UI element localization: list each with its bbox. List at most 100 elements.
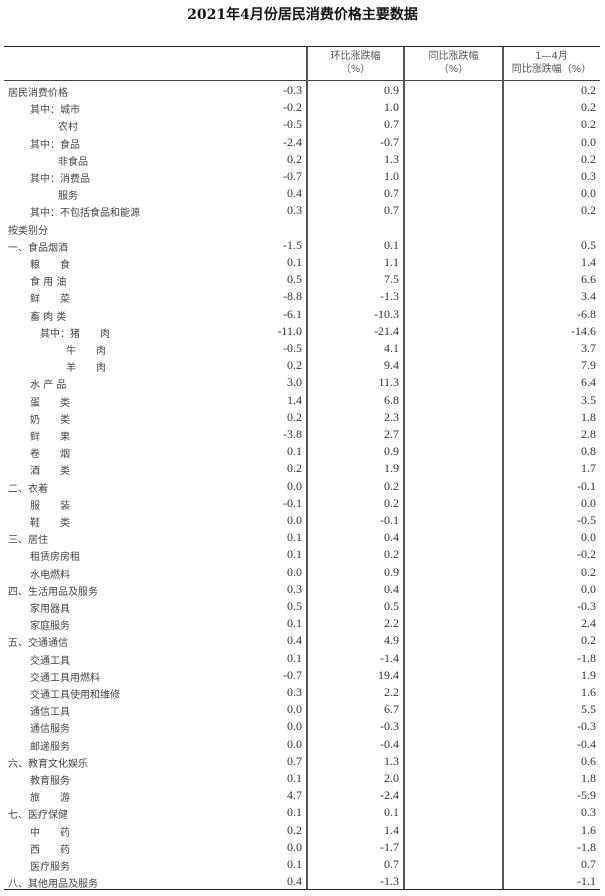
table-row: 教育服务 0.1 2.0 1.8 [4, 770, 600, 787]
value-ytd: 2.8 [581, 427, 596, 441]
row-label: 农村 [58, 122, 78, 134]
row-label: 鲜 果 [30, 432, 70, 443]
table-row: 通信服务 0.0 -0.3 -0.3 [4, 718, 600, 735]
value-yoy: 0.9 [384, 83, 399, 97]
value-mom: -0.5 [283, 341, 302, 355]
row-label: 旅 游 [30, 793, 70, 805]
value-mom: -0.3 [283, 83, 302, 97]
value-yoy: 1.0 [384, 169, 399, 183]
row-label: 交通工具 [30, 655, 70, 667]
value-ytd: 6.4 [581, 375, 596, 390]
value-yoy: 0.9 [384, 564, 399, 579]
value-yoy: -1.7 [380, 839, 399, 854]
value-ytd: 3.7 [581, 341, 596, 355]
row-label: 食 用 油 [30, 277, 67, 289]
value-ytd: -0.5 [577, 513, 596, 527]
value-yoy: 4.1 [384, 341, 399, 355]
value-yoy: 0.7 [384, 186, 399, 201]
table-row: 医疗服务 0.1 0.7 0.7 [4, 856, 600, 873]
value-ytd: -0.1 [577, 478, 596, 493]
value-yoy: 0.7 [384, 857, 399, 871]
value-yoy: 6.7 [384, 702, 399, 717]
value-mom: 4.7 [287, 788, 302, 803]
value-yoy: 0.2 [384, 495, 399, 510]
row-label: 粮 食 [30, 260, 70, 271]
table-row: 畜 肉 类 -6.1 -10.3 -6.8 [4, 306, 600, 323]
table-row: 邮递服务 0.0 -0.4 -0.4 [4, 736, 600, 753]
value-yoy: -2.4 [380, 788, 399, 803]
row-label: 鞋 类 [30, 518, 70, 529]
table-row: 卷 烟 0.1 0.9 0.8 [4, 443, 600, 460]
row-label: 其中：食品 [30, 139, 80, 151]
value-ytd: 0.2 [581, 117, 596, 132]
table-row: 水电燃料 0.0 0.9 0.2 [4, 564, 600, 581]
value-ytd: -1.8 [577, 650, 596, 665]
table-row: 其中：消费品 -0.7 1.0 0.3 [4, 168, 600, 185]
value-ytd: 0.3 [581, 169, 596, 183]
table-row: 六、教育文化娱乐 0.7 1.3 0.6 [4, 753, 600, 770]
row-label: 家用器具 [30, 604, 70, 615]
value-ytd: -0.2 [577, 547, 596, 562]
table-row: 二、衣着 0.0 0.2 -0.1 [4, 478, 600, 495]
table-row: 家用器具 0.5 0.5 -0.3 [4, 598, 600, 615]
value-ytd: -0.4 [577, 736, 596, 751]
table-row: 通信工具 0.0 6.7 5.5 [4, 701, 600, 718]
value-mom: 0.1 [287, 530, 302, 545]
value-yoy: -10.3 [374, 306, 399, 321]
row-label: 蛋 类 [30, 397, 70, 409]
value-ytd: 1.9 [581, 667, 596, 682]
row-label: 按类别分 [8, 225, 48, 237]
table-row: 奶 类 0.2 2.3 1.8 [4, 409, 600, 426]
table-row: 交通工具使用和维修 0.3 2.2 1.6 [4, 684, 600, 701]
value-mom: 0.1 [287, 650, 302, 665]
value-ytd: -0.3 [577, 719, 596, 734]
value-ytd: 0.2 [581, 564, 596, 579]
row-label: 教育服务 [30, 776, 70, 787]
value-yoy: -1.4 [380, 650, 399, 665]
value-yoy: -0.3 [380, 719, 399, 734]
row-label: 家庭服务 [30, 621, 70, 633]
value-mom: 0.2 [287, 461, 302, 476]
value-yoy: 0.1 [384, 805, 399, 820]
row-label: 畜 肉 类 [30, 311, 67, 323]
value-ytd: 1.7 [581, 461, 596, 476]
table-row: 其中：食品 -2.4 -0.7 0.0 [4, 134, 600, 151]
row-label: 七、医疗保健 [8, 810, 68, 822]
table-row: 蛋 类 1.4 6.8 3.5 [4, 392, 600, 409]
value-mom: 0.0 [287, 564, 302, 579]
table-row: 鲜 果 -3.8 2.7 2.8 [4, 426, 600, 443]
table-row: 五、交通通信 0.4 4.9 0.2 [4, 632, 600, 649]
value-mom: -0.5 [283, 117, 302, 132]
row-label: 其中：城市 [30, 105, 80, 117]
table-row: 交通工具 0.1 -1.4 -1.8 [4, 650, 600, 667]
value-ytd: 1.6 [581, 822, 596, 837]
value-mom: -11.0 [277, 323, 302, 338]
row-label: 五、交通通信 [8, 638, 68, 650]
value-mom: 0.2 [287, 151, 302, 166]
value-yoy: -0.1 [380, 513, 399, 527]
value-yoy: 9.4 [384, 358, 399, 373]
row-label: 中 药 [30, 827, 70, 839]
table-row: 八、其他用品及服务 0.4 -1.3 -1.1 [4, 873, 600, 890]
table-row: 其中：不包括食品和能源 0.3 0.7 0.2 [4, 202, 600, 219]
value-ytd: -6.8 [577, 306, 596, 321]
table-row: 西 药 0.0 -1.7 -1.8 [4, 839, 600, 856]
value-ytd: 0.0 [581, 530, 596, 545]
header-yoy-line2: （%） [438, 64, 469, 75]
value-mom: 0.1 [287, 857, 302, 871]
table-row: 服 装 -0.1 0.2 0.0 [4, 495, 600, 512]
row-label: 邮递服务 [30, 741, 70, 753]
value-mom: -8.8 [283, 289, 302, 304]
table-row: 居民消费价格 -0.3 0.9 0.2 [4, 82, 600, 99]
value-mom: -2.4 [283, 134, 302, 149]
value-ytd: 0.8 [581, 444, 596, 459]
table-row: 非食品 0.2 1.3 0.2 [4, 151, 600, 168]
value-ytd: 0.2 [581, 83, 596, 97]
value-ytd: 0.2 [581, 151, 596, 166]
table-row: 服务 0.4 0.7 0.0 [4, 185, 600, 202]
value-ytd: 0.2 [581, 633, 596, 648]
value-ytd: 3.5 [581, 392, 596, 407]
table-row: 农村 -0.5 0.7 0.2 [4, 116, 600, 133]
row-label: 交通工具用燃料 [30, 672, 100, 684]
value-mom: 0.0 [287, 702, 302, 717]
